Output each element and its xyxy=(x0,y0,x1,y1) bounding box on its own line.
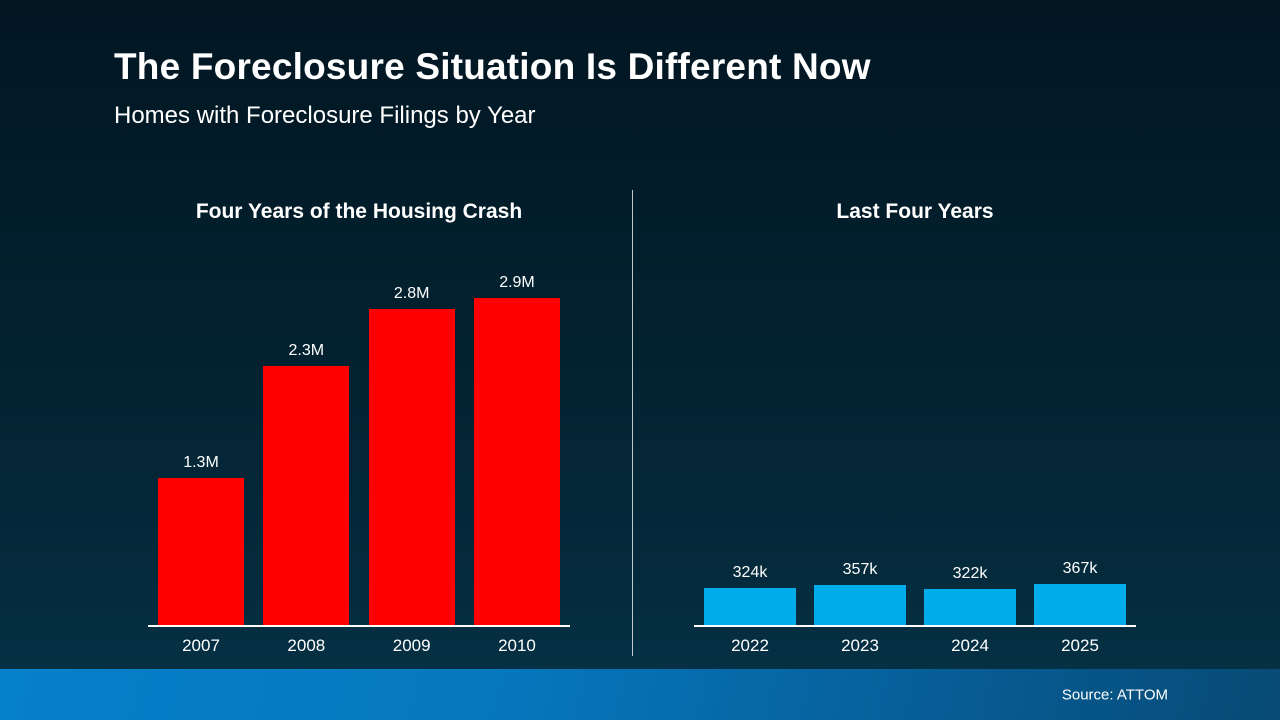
page-title: The Foreclosure Situation Is Different N… xyxy=(114,46,871,87)
bar-group: 2.9M xyxy=(473,274,560,625)
x-axis-label: 2007 xyxy=(182,636,220,655)
bar-group: 2.8M xyxy=(368,285,455,625)
bar-value-label: 324k xyxy=(732,564,768,581)
bar-value-label: 1.3M xyxy=(183,454,219,471)
plot-area: 324k 357k 322k 367k xyxy=(694,234,1136,627)
bar-group: 322k xyxy=(924,565,1016,625)
x-axis-label: 2024 xyxy=(951,636,989,655)
bar xyxy=(814,585,906,625)
chart-title: Last Four Years xyxy=(836,200,994,223)
bar-value-label: 322k xyxy=(952,565,988,582)
chart-title: Four Years of the Housing Crash xyxy=(195,200,523,223)
bar xyxy=(158,478,244,625)
bar-group: 1.3M xyxy=(158,454,244,625)
plot-area: 1.3M 2.3M 2.8M 2.9M xyxy=(148,234,570,627)
source-attribution: Source: ATTOM xyxy=(1061,686,1168,703)
x-axis: 2022 2023 2024 2025 xyxy=(694,636,1136,656)
bar xyxy=(924,589,1016,625)
x-axis-label: 2009 xyxy=(392,636,431,655)
bar xyxy=(473,298,560,625)
bar-group: 2.3M xyxy=(263,342,350,625)
header: The Foreclosure Situation Is Different N… xyxy=(114,46,871,130)
bar-value-label: 357k xyxy=(842,561,878,578)
bar xyxy=(704,588,796,625)
x-axis-label: 2023 xyxy=(841,636,879,655)
bar xyxy=(368,309,455,625)
bar-value-label: 2.9M xyxy=(499,274,535,291)
bar-group: 324k xyxy=(704,564,796,625)
bar-group: 367k xyxy=(1034,560,1126,625)
chart-last-four-years: Last Four Years 324k 357k 322k 367k 2022 202… xyxy=(694,200,1136,656)
bar-value-label: 367k xyxy=(1062,560,1098,577)
bar-value-label: 2.8M xyxy=(393,285,430,302)
footer-band: Source: ATTOM xyxy=(0,669,1280,720)
bar xyxy=(263,366,350,625)
x-axis: 2007 2008 2009 2010 xyxy=(148,636,570,656)
x-axis-label: 2022 xyxy=(731,636,769,655)
bar-value-label: 2.3M xyxy=(288,342,325,359)
page-subtitle: Homes with Foreclosure Filings by Year xyxy=(114,102,536,129)
x-axis-label: 2008 xyxy=(287,636,326,655)
x-axis-label: 2025 xyxy=(1061,636,1099,655)
bar-group: 357k xyxy=(814,561,906,625)
x-axis-label: 2010 xyxy=(498,636,536,655)
chart-housing-crash: Four Years of the Housing Crash 1.3M 2.3M… xyxy=(148,200,570,656)
bar xyxy=(1034,584,1126,625)
charts-divider-line xyxy=(632,190,633,656)
